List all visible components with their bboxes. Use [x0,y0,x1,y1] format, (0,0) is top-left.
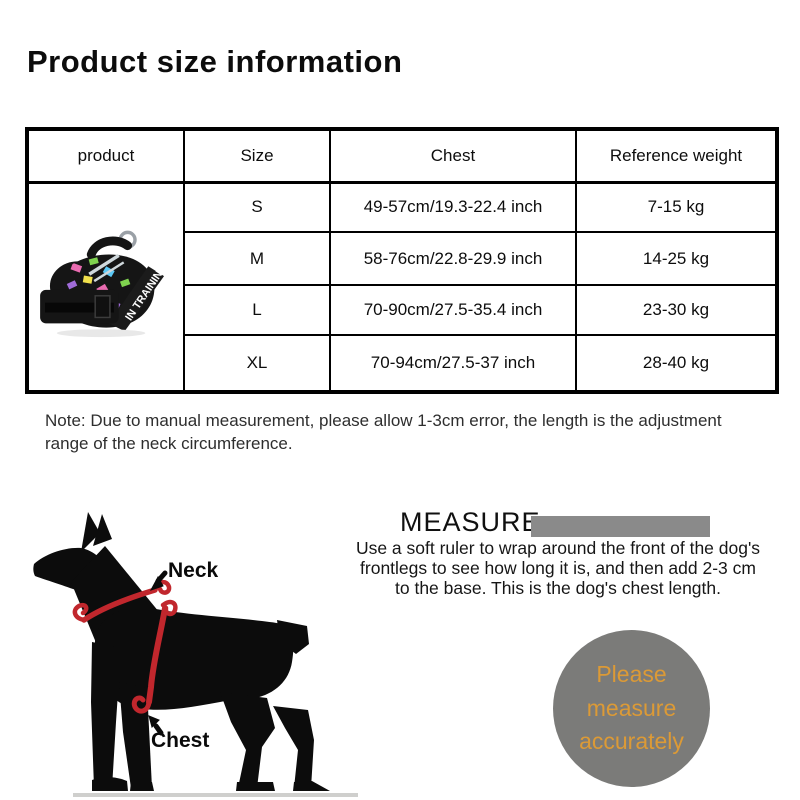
reflective-stripe [88,254,120,276]
cell-weight: 23-30 kg [575,284,778,336]
note-text: Note: Due to manual measurement, please … [45,411,722,453]
cell-size: M [183,231,331,286]
table-row: M 58-76cm/22.8-29.9 inch 14-25 kg [27,231,778,286]
table-row: XL 70-94cm/27.5-37 inch 28-40 kg [27,334,778,393]
chest-label: Chest [151,729,210,752]
dog-front-leg [91,642,121,788]
table-header-row: product Size Chest Reference weight [26,128,778,184]
product-photo-cell: IN TRAINING [26,181,185,393]
neck-label: Neck [168,559,219,582]
dog-body [94,607,294,710]
header-chest: Chest [329,128,577,184]
cell-weight: 7-15 kg [575,181,778,233]
table-row: L 70-90cm/27.5-35.4 inch 23-30 kg [27,284,778,336]
dog-tail [277,620,309,654]
badge-text: Please measure accurately [579,661,684,755]
cell-size: L [183,284,331,336]
chest-arrow-icon [153,723,164,736]
measuring-tape [72,579,178,714]
page-title: Product size information [27,44,403,79]
cell-weight: 14-25 kg [575,231,778,286]
dog-ear [93,514,112,546]
table-row: IN TRAINING S 49-57cm/19.3-22.4 inch 7-1… [26,181,778,393]
size-table: product Size Chest Reference weight [25,127,779,394]
cell-chest: 58-76cm/22.8-29.9 inch [329,231,577,286]
measuring-tape-neck [81,587,158,623]
measure-instructions: Use a soft ruler to wrap around the fron… [355,538,761,598]
cell-chest: 70-90cm/27.5-35.4 inch [329,284,577,336]
measuring-tape-chest [146,605,168,705]
dog-measuring-diagram [33,512,358,797]
header-product: product [26,128,185,184]
dog-ear [81,512,100,552]
header-size: Size [183,128,331,184]
harness-side-strap [108,266,165,332]
reminder-badge: Please measure accurately [553,630,710,787]
cell-size: XL [183,334,331,393]
header-reference-weight: Reference weight [575,128,778,184]
buckle [94,295,111,319]
harness-handle [86,236,133,260]
photo-shadow [56,329,146,338]
cell-chest: 49-57cm/19.3-22.4 inch [329,181,577,233]
cell-weight: 28-40 kg [575,334,778,393]
harness-product-photo: IN TRAINING [40,230,170,338]
dog-rear-leg [273,706,314,788]
ground-line [73,793,358,797]
measure-underline-bar [531,516,710,537]
measure-heading: MEASURE [400,507,541,537]
reflective-stripe [93,261,125,283]
dog-rear-leg [220,692,275,788]
annotation-arrows [148,570,168,736]
cell-size: S [183,181,331,233]
cell-chest: 70-94cm/27.5-37 inch [329,334,577,393]
